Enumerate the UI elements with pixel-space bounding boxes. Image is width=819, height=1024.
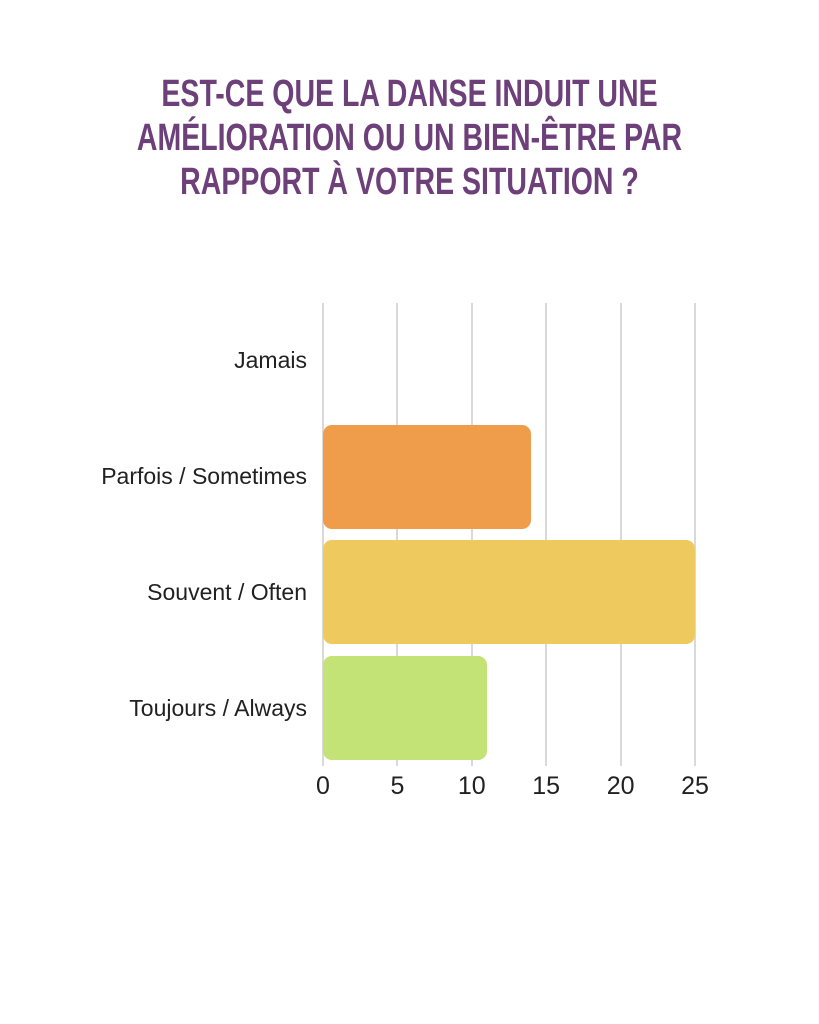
chart-title-line: EST-CE QUE LA DANSE INDUIT UNE	[161, 73, 658, 115]
gridline-20	[619, 303, 622, 766]
category-labels: Jamais Parfois / Sometimes Souvent / Often…	[0, 303, 307, 766]
chart-title: EST-CE QUE LA DANSE INDUIT UNE AMÉLIORAT…	[0, 72, 819, 204]
bar-row	[323, 303, 695, 419]
plot-area	[322, 303, 696, 766]
gridline-15	[545, 303, 548, 766]
gridline-10	[470, 303, 473, 766]
bars	[323, 303, 695, 766]
category-label: Jamais	[234, 347, 307, 374]
x-tick-label-5: 5	[390, 772, 405, 800]
gridline-0	[322, 303, 324, 766]
bar-row	[323, 535, 695, 651]
x-tick-label-15: 15	[532, 772, 561, 800]
x-tick-label-0: 0	[316, 772, 330, 800]
x-tick-label-20: 20	[606, 772, 635, 800]
chart-title-line: AMÉLIORATION OU UN BIEN-ÊTRE PAR	[136, 117, 683, 159]
bar-row	[323, 650, 695, 766]
gridline-5	[396, 303, 399, 766]
bar	[323, 540, 695, 645]
category-label: Toujours / Always	[129, 694, 307, 721]
x-tick-label-10: 10	[457, 772, 486, 800]
category-label: Parfois / Sometimes	[101, 463, 307, 490]
chart-title-line: RAPPORT À VOTRE SITUATION ?	[180, 161, 639, 203]
bar	[323, 424, 532, 529]
bar	[323, 656, 487, 761]
gridlines	[322, 303, 696, 766]
horizontal-bar-chart: Jamais Parfois / Sometimes Souvent / Often…	[0, 303, 819, 803]
category-label: Souvent / Often	[147, 578, 307, 605]
x-tick-label-25: 25	[681, 772, 709, 800]
bar-row	[323, 419, 695, 535]
x-axis: 0 5 10 15 20 25	[316, 770, 709, 804]
gridline-25	[694, 303, 696, 766]
